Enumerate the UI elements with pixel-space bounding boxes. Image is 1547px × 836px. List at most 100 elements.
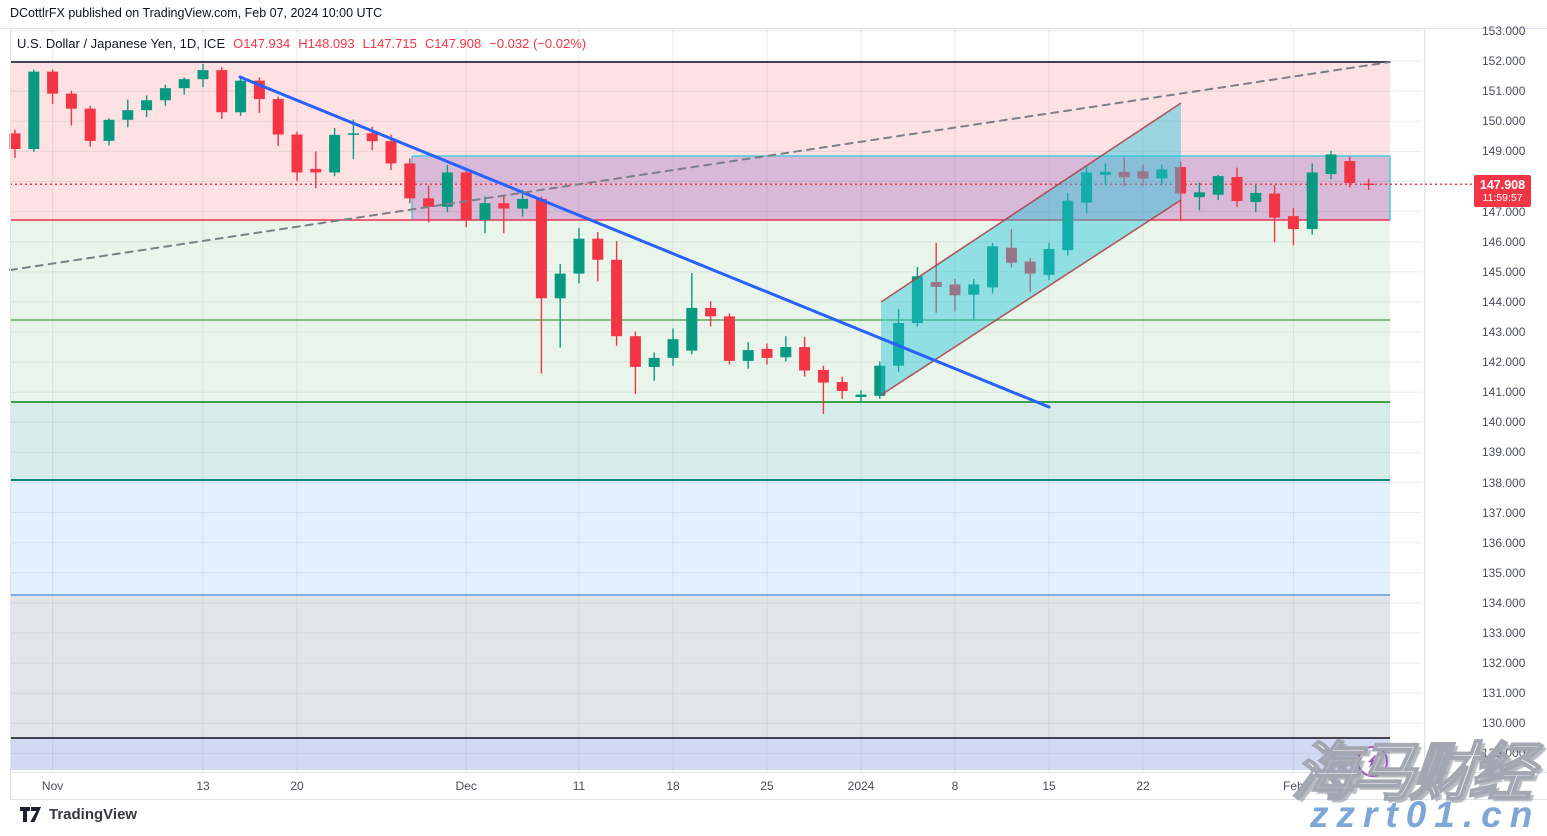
- time-tick: 20: [290, 779, 304, 793]
- candle-body: [1287, 216, 1299, 230]
- candle-body: [441, 172, 453, 207]
- time-tick: Feb: [1283, 779, 1304, 793]
- legend-close: C147.908: [424, 36, 482, 51]
- candle-body: [329, 134, 341, 173]
- time-axis-separator: [10, 772, 1547, 773]
- legend-low: L147.715: [362, 36, 417, 51]
- candle-body: [141, 100, 153, 111]
- zone-support-teal: [10, 402, 1390, 480]
- price-axis-separator: [1424, 29, 1425, 772]
- candle-body: [1156, 169, 1168, 179]
- candle-body: [272, 99, 284, 135]
- time-tick: 15: [1042, 779, 1056, 793]
- candle-body: [1137, 171, 1149, 179]
- candle-body: [253, 80, 265, 100]
- candle-body: [1269, 193, 1281, 218]
- price-tick: 137.000: [1482, 505, 1526, 520]
- candle-body: [1099, 171, 1111, 175]
- time-tick: 25: [760, 779, 774, 793]
- price-tick: 135.000: [1482, 565, 1526, 580]
- price-tick: 140.000: [1482, 415, 1526, 430]
- candle-body: [9, 133, 21, 149]
- candle-body: [742, 350, 754, 361]
- price-tick: 132.000: [1482, 656, 1526, 671]
- price-tick: 139.000: [1482, 445, 1526, 460]
- candle-body: [911, 276, 923, 323]
- candle-body: [723, 316, 735, 361]
- candle-body: [629, 336, 641, 367]
- candle-body: [761, 348, 773, 358]
- candle-body: [535, 198, 547, 299]
- time-tick: 18: [666, 779, 680, 793]
- channel-border: [880, 102, 1182, 303]
- candle-body: [1212, 176, 1224, 195]
- legend-open: O147.934: [233, 36, 291, 51]
- candle-body: [291, 134, 303, 173]
- price-tick: 143.000: [1482, 325, 1526, 339]
- candle-body: [780, 347, 792, 358]
- last-price-badge[interactable]: 147.908 11:59:57: [1474, 175, 1531, 207]
- candle-body: [1175, 167, 1187, 194]
- candle-body: [479, 203, 491, 221]
- header-divider: [0, 28, 1547, 29]
- candle-body: [122, 110, 134, 120]
- candle-body: [460, 172, 472, 221]
- trendline-descending-blue: [238, 75, 1051, 409]
- price-tick: 130.000: [1482, 716, 1526, 731]
- price-axis[interactable]: 153.000152.000151.000150.000149.000148.0…: [1425, 24, 1547, 772]
- time-axis[interactable]: Nov 13 20 Dec 11 18 25 2024 8 15 22 Feb 12: [0, 772, 1547, 799]
- price-tick: 134.000: [1482, 595, 1526, 610]
- publish-attribution: DCottlrFX published on TradingView.com, …: [10, 6, 383, 20]
- candle-body: [573, 238, 585, 274]
- candle-body: [874, 365, 886, 396]
- price-tick: 149.000: [1482, 144, 1526, 159]
- price-tick: 144.000: [1482, 294, 1526, 309]
- time-tick: 12: [1418, 779, 1432, 793]
- candle-body: [498, 203, 510, 209]
- candle-body: [197, 70, 209, 80]
- candle-body: [1363, 183, 1375, 185]
- candle-body: [216, 70, 228, 113]
- price-tick: 150.000: [1482, 114, 1526, 129]
- legend-symbol[interactable]: U.S. Dollar / Japanese Yen, 1D, ICE: [17, 36, 226, 51]
- candle-body: [799, 347, 811, 371]
- candle-body: [1193, 192, 1205, 198]
- candle-body: [686, 307, 698, 351]
- legend-high: H148.093: [298, 36, 355, 51]
- widget-left-border: [10, 28, 11, 799]
- candle-body: [930, 282, 942, 287]
- candle-body: [84, 108, 96, 141]
- candle-body: [65, 93, 77, 109]
- zone-support-gray: [10, 595, 1390, 738]
- candle-body: [1306, 172, 1318, 230]
- candle-body: [554, 273, 566, 299]
- candle-body: [1024, 261, 1036, 274]
- candle-body: [1231, 176, 1243, 202]
- price-tick: 138.000: [1482, 475, 1526, 490]
- candle-body: [310, 168, 322, 173]
- legend-change: −0.032 (−0.02%): [489, 36, 587, 51]
- time-tick: 22: [1136, 779, 1150, 793]
- price-tick: 153.000: [1482, 24, 1526, 38]
- price-tick: 145.000: [1482, 264, 1526, 279]
- boost-icon[interactable]: [1357, 746, 1388, 777]
- channel-fill: [881, 103, 1181, 395]
- time-tick: 11: [572, 779, 586, 793]
- zone-support-blue: [10, 480, 1390, 595]
- candle-body: [517, 198, 529, 209]
- time-tick: 13: [196, 779, 210, 793]
- tradingview-logo[interactable]: TradingView: [20, 806, 137, 823]
- candle-body: [1250, 192, 1262, 202]
- price-tick: 152.000: [1482, 54, 1526, 69]
- candle-body: [366, 133, 378, 142]
- lightning-icon: [1368, 755, 1378, 768]
- candle-body: [404, 163, 416, 199]
- badge-countdown: 11:59:57: [1482, 192, 1523, 205]
- candle-body: [159, 88, 171, 101]
- candle-body: [1118, 171, 1130, 178]
- candle-body: [592, 238, 604, 260]
- symbol-legend[interactable]: U.S. Dollar / Japanese Yen, 1D, ICE O147…: [17, 36, 586, 51]
- zone-support-periwinkle: [10, 738, 1390, 770]
